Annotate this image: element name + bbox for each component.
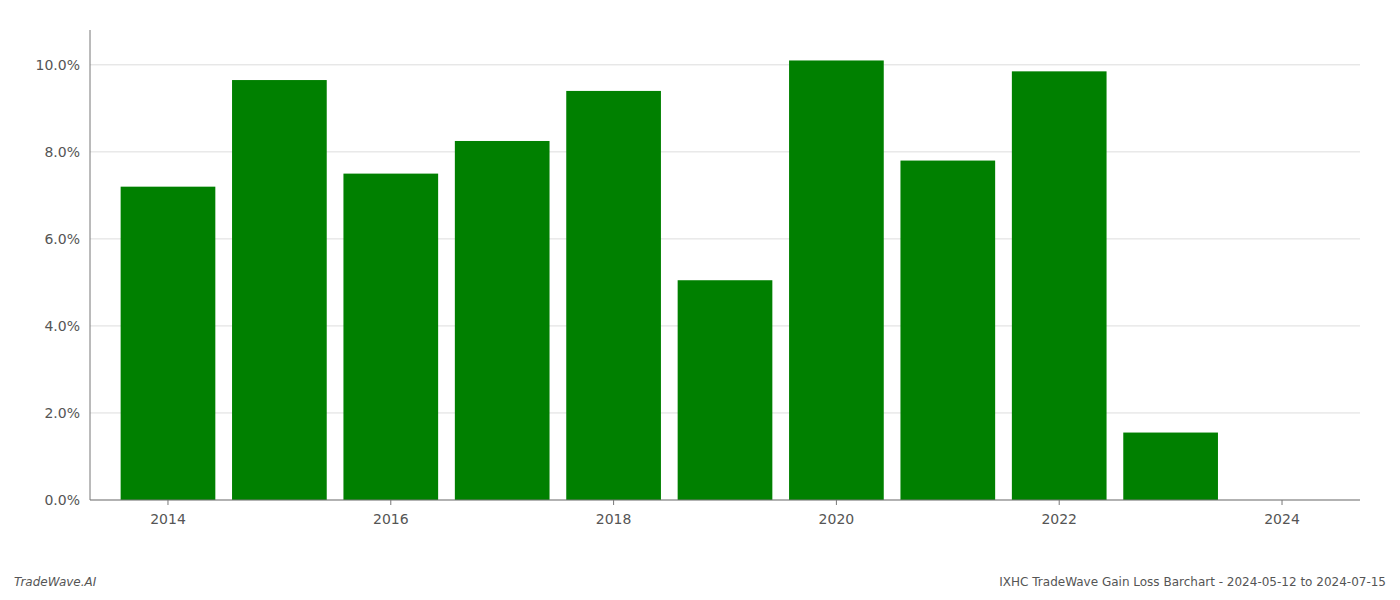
- bar: [232, 80, 327, 500]
- bar: [789, 60, 884, 500]
- bar: [121, 187, 216, 500]
- y-axis-line: [90, 30, 91, 500]
- x-tick-label: 2014: [150, 511, 186, 527]
- x-tick: [1282, 500, 1283, 505]
- x-tick: [613, 500, 614, 505]
- x-tick-label: 2018: [596, 511, 632, 527]
- x-tick: [1059, 500, 1060, 505]
- x-tick-label: 2020: [819, 511, 855, 527]
- grid: [90, 65, 1360, 500]
- y-tick-label: 6.0%: [44, 231, 80, 247]
- x-tick-label: 2024: [1264, 511, 1300, 527]
- x-tick: [167, 500, 168, 505]
- bar: [1012, 71, 1107, 500]
- footer-left: TradeWave.AI: [14, 575, 97, 589]
- bar: [455, 141, 550, 500]
- bars: [121, 60, 1218, 500]
- axes: 2014 2016 2018 2020 2022 2024 0.0% 2.0% 4.0% 6.0%…: [36, 30, 1360, 527]
- chart-container: 2014 2016 2018 2020 2022 2024 0.0% 2.0% 4.0% 6.0%…: [0, 0, 1400, 600]
- bar: [678, 280, 773, 500]
- bar: [900, 161, 995, 500]
- chart-svg: 2014 2016 2018 2020 2022 2024 0.0% 2.0% 4.0% 6.0%…: [0, 0, 1400, 600]
- y-tick-label: 2.0%: [44, 405, 80, 421]
- y-tick-label: 10.0%: [36, 57, 80, 73]
- grid-line: [90, 64, 1360, 65]
- grid-line: [90, 500, 1360, 501]
- y-tick-label: 0.0%: [44, 492, 80, 508]
- bar: [343, 174, 438, 500]
- x-tick-label: 2022: [1041, 511, 1077, 527]
- y-tick-label: 4.0%: [44, 318, 80, 334]
- title: IXHC TradeWave Gain Loss Barchart - 2024…: [999, 575, 1386, 589]
- bar: [566, 91, 661, 500]
- footer: TradeWave.AI IXHC TradeWave Gain Loss Bar…: [14, 575, 1386, 589]
- x-axis-line: [90, 500, 1360, 501]
- bar: [1123, 433, 1218, 500]
- y-tick-label: 8.0%: [44, 144, 80, 160]
- x-tick: [390, 500, 391, 505]
- x-tick: [836, 500, 837, 505]
- x-tick-label: 2016: [373, 511, 409, 527]
